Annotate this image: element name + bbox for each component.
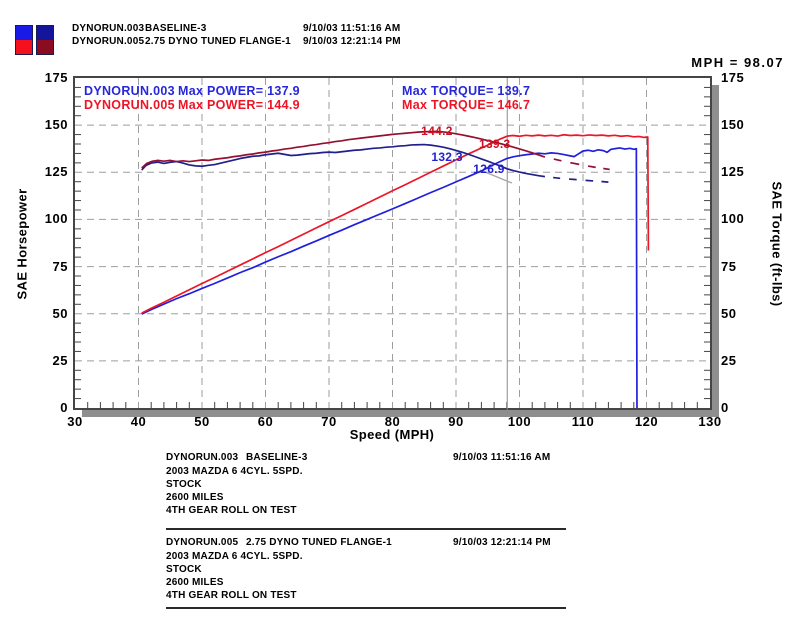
y-tick-label-right: 175 — [721, 70, 745, 85]
legend-run003-max-power: Max POWER= 137.9 — [178, 84, 300, 98]
legend-run005-file: DYNORUN.005 — [84, 98, 175, 112]
run003-torque-color — [37, 26, 53, 40]
y-tick-label-right: 150 — [721, 117, 745, 133]
run005-power-color — [16, 40, 32, 54]
footer-run005-desc: 2.75 DYNO TUNED FLANGE-1 — [246, 537, 392, 548]
footer-separator-bottom — [166, 607, 566, 609]
cursor-mph-readout: MPH = 98.07 — [691, 55, 784, 70]
y-tick-label-right: 125 — [721, 164, 745, 180]
plot-svg[interactable] — [75, 78, 710, 417]
footer-run003-vehicle: 2003 MAZDA 6 4CYL. 5SPD. — [166, 466, 303, 477]
header-run005-file: DYNORUN.005 — [72, 36, 145, 47]
run003-power-color — [16, 26, 32, 40]
y-tick-label-left: 175 — [44, 70, 68, 85]
footer-run003-miles: 2600 MILES — [166, 492, 224, 503]
legend-run005-max-torque: Max TORQUE= 146.7 — [402, 98, 531, 112]
footer-run003-mods: STOCK — [166, 479, 202, 490]
plot-shadow-right — [712, 85, 719, 417]
header-run003-file: DYNORUN.003 — [72, 23, 145, 34]
footer-run005-mods: STOCK — [166, 564, 202, 575]
legend-row-run003: DYNORUN.003 Max POWER= 137.9 Max TORQUE=… — [75, 84, 710, 98]
y-tick-label-left: 150 — [44, 117, 68, 133]
footer-run003-desc: BASELINE-3 — [246, 452, 308, 463]
plot-area[interactable]: DYNORUN.003 Max POWER= 137.9 Max TORQUE=… — [73, 76, 712, 417]
footer-run005-vehicle: 2003 MAZDA 6 4CYL. 5SPD. — [166, 551, 303, 562]
plot-shadow-bottom — [82, 410, 719, 417]
y-tick-label-right: 0 — [721, 400, 729, 415]
footer-separator-top — [166, 528, 566, 530]
cursor-value-label: 139.3 — [478, 137, 511, 151]
legend-run003-file: DYNORUN.003 — [84, 84, 175, 98]
x-tick-label: 30 — [67, 414, 83, 429]
header-run005-timestamp: 9/10/03 12:21:14 PM — [303, 36, 401, 47]
y-tick-label-right: 100 — [721, 211, 745, 227]
y-tick-label-right: 25 — [721, 352, 737, 368]
y-tick-label-right: 50 — [721, 305, 737, 321]
y-tick-label-left: 75 — [52, 258, 68, 274]
x-axis-title: Speed (MPH) — [349, 427, 435, 442]
legend-row-run005: DYNORUN.005 Max POWER= 144.9 Max TORQUE=… — [75, 98, 710, 112]
run005-torque-color — [37, 40, 53, 54]
power-color-swatch — [15, 25, 33, 55]
footer-run005-test: 4TH GEAR ROLL ON TEST — [166, 590, 297, 601]
y-axis-title-right: SAE Torque (ft-lbs) — [769, 181, 785, 307]
y-tick-label-right: 75 — [721, 258, 737, 274]
y-tick-label-left: 50 — [52, 305, 68, 321]
y-axis-title-left: SAE Horsepower — [14, 188, 30, 300]
torque-color-swatch — [36, 25, 54, 55]
legend-run003-max-torque: Max TORQUE= 139.7 — [402, 84, 531, 98]
header-run003-timestamp: 9/10/03 11:51:16 AM — [303, 23, 401, 34]
cursor-value-label: 126.9 — [473, 162, 505, 177]
footer-run003-file: DYNORUN.003 — [166, 452, 239, 463]
y-tick-label-left: 125 — [44, 164, 68, 180]
y-tick-label-left: 100 — [44, 211, 68, 227]
header-run003-desc: BASELINE-3 — [145, 23, 207, 34]
y-tick-label-left: 0 — [60, 400, 68, 415]
footer-run005-file: DYNORUN.005 — [166, 537, 239, 548]
footer-run005-miles: 2600 MILES — [166, 577, 224, 588]
cursor-value-label: 144.2 — [421, 123, 453, 138]
footer-run005-timestamp: 9/10/03 12:21:14 PM — [453, 537, 551, 548]
cursor-value-label: 132.3 — [431, 150, 463, 164]
legend-run005-max-power: Max POWER= 144.9 — [178, 98, 300, 112]
footer-run003-timestamp: 9/10/03 11:51:16 AM — [453, 452, 551, 463]
footer-run003-test: 4TH GEAR ROLL ON TEST — [166, 505, 297, 516]
header-run005-desc: 2.75 DYNO TUNED FLANGE-1 — [145, 36, 291, 47]
y-tick-label-left: 25 — [52, 352, 68, 368]
